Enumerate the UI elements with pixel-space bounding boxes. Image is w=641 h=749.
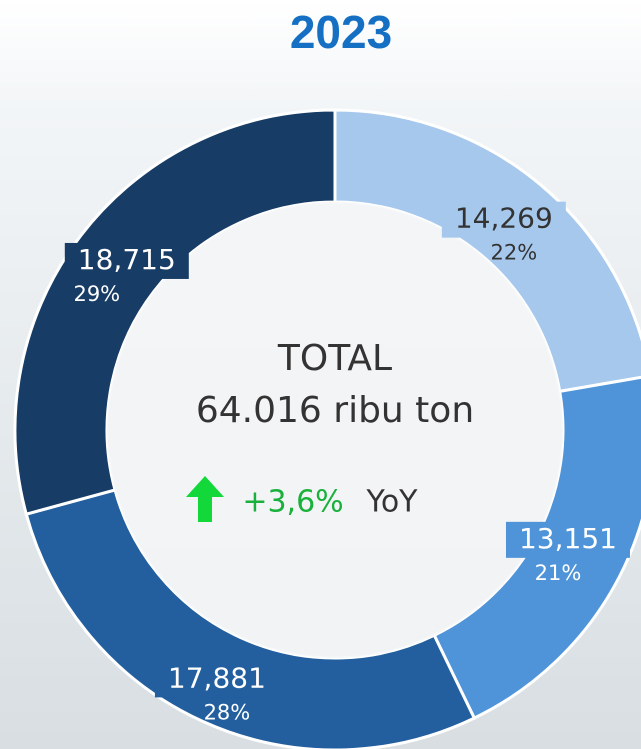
center-title: TOTAL [277, 338, 392, 379]
percentage-label: 22% [490, 241, 537, 265]
value-label-box [64, 242, 189, 279]
center-total: 64.016 ribu ton [196, 390, 474, 431]
value-label: 13,151 [519, 522, 617, 555]
value-label-box [505, 521, 630, 558]
percentage-label: 28% [204, 700, 251, 724]
percentage-label: 21% [535, 561, 582, 585]
value-label: 14,269 [455, 202, 553, 235]
value-label-box [441, 201, 566, 238]
up-arrow-icon [186, 476, 224, 522]
center-hole [107, 202, 563, 658]
percentage-label: 29% [73, 282, 120, 306]
value-label-box [154, 661, 279, 698]
change-unit: YoY [365, 485, 418, 520]
value-label: 17,881 [168, 661, 266, 694]
change-value: +3,6% [242, 485, 343, 520]
value-label: 18,715 [78, 243, 176, 276]
chart-title: 2023 [290, 6, 392, 58]
